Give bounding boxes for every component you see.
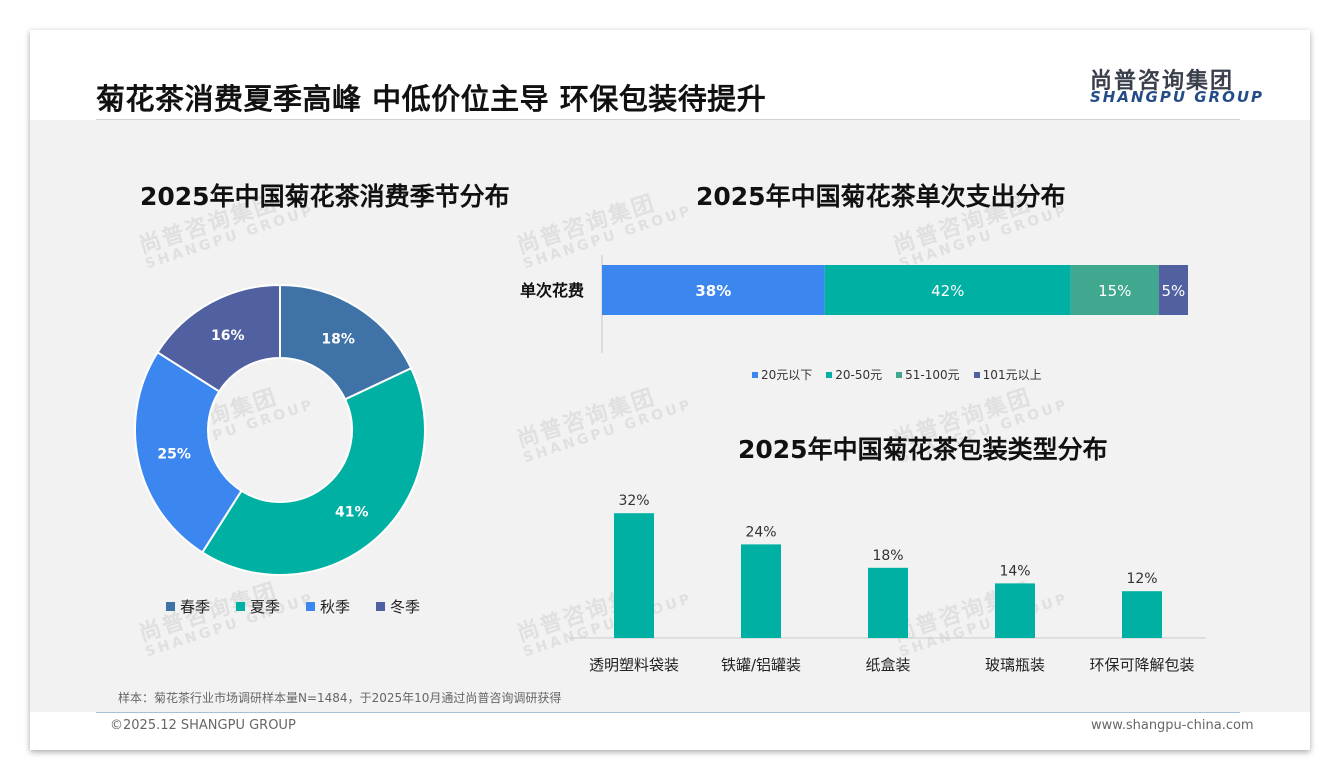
legend-label: 20-50元 (835, 368, 883, 382)
spend-chart-title: 2025年中国菊花茶单次支出分布 (696, 182, 1066, 211)
donut-slice (134, 350, 243, 554)
legend-label: 冬季 (390, 598, 421, 616)
package-bar-chart: 32% 透明塑料袋装 24% 铁罐/铝罐装 18% 纸盒装 14% 玻璃瓶装 12% 环保可降解包… (570, 493, 1206, 674)
donut-slice-label: 41% (335, 504, 369, 520)
source-note: 样本：菊花茶行业市场调研样本量N=1484，于2025年10月通过尚普咨询调研获… (118, 691, 562, 705)
legend-label: 20元以下 (761, 368, 813, 382)
legend-swatch (166, 602, 175, 611)
season-donut-chart: 18% 41% 25% 16% (134, 283, 426, 576)
page-title: 菊花茶消费夏季高峰 中低价位主导 环保包装待提升 (96, 82, 767, 116)
segment-label: 15% (1098, 282, 1131, 300)
legend-item: 春季 (166, 596, 210, 617)
segment-label: 5% (1161, 282, 1185, 300)
legend-swatch (752, 371, 758, 378)
bar-value-label: 18% (872, 548, 903, 564)
season-chart-title: 2025年中国菊花茶消费季节分布 (140, 182, 510, 211)
bar-category-label: 玻璃瓶装 (985, 656, 1045, 674)
bar-category-label: 纸盒装 (865, 656, 910, 674)
stacked-bar-segment (824, 265, 1071, 315)
logo-english: SHANGPU GROUP (1090, 88, 1265, 106)
legend-swatch (236, 602, 246, 611)
legend-swatch (896, 371, 903, 378)
legend-swatch (973, 371, 980, 378)
legend-item: 20元以下 (752, 366, 812, 383)
bar-value-label: 14% (999, 563, 1030, 579)
season-legend: 春季 夏季 秋季 冬季 (166, 596, 446, 617)
header-band (30, 30, 1310, 120)
bar (614, 513, 654, 638)
bar-value-label: 12% (1126, 571, 1157, 587)
logo-chinese: 尚普咨询集团 (1090, 69, 1235, 94)
spend-legend: 20元以下 20-50元 51-100元 101元以上 (752, 366, 1056, 383)
package-chart-title: 2025年中国菊花茶包装类型分布 (738, 435, 1108, 464)
legend-swatch (306, 602, 316, 611)
stacked-bar-segment (1158, 265, 1188, 315)
stacked-bar-segment (602, 265, 825, 315)
footer-band (30, 712, 1310, 750)
legend-item: 夏季 (236, 596, 280, 617)
donut-slice (156, 283, 281, 393)
slide-card: 菊花茶消费夏季高峰 中低价位主导 环保包装待提升 尚普咨询集团 SHANGPU … (30, 30, 1310, 750)
bar-category-label: 环保可降解包装 (1089, 656, 1194, 674)
legend-item: 20-50元 (826, 366, 882, 383)
footer-divider (96, 712, 1240, 713)
donut-slice (279, 283, 413, 401)
donut-slice-label: 18% (321, 331, 355, 347)
segment-label: 38% (695, 282, 731, 300)
legend-item: 101元以上 (973, 366, 1042, 383)
legend-swatch (826, 371, 833, 378)
bar-category-label: 透明塑料袋装 (589, 656, 679, 674)
legend-label: 101元以上 (982, 368, 1042, 382)
bar-value-label: 32% (618, 493, 649, 509)
copyright: ©2025.12 SHANGPU GROUP (110, 718, 296, 733)
legend-item: 冬季 (376, 596, 420, 617)
website-link[interactable]: www.shangpu-china.com (1091, 718, 1254, 733)
bar (741, 544, 781, 638)
legend-swatch (376, 602, 386, 611)
donut-slice (200, 366, 426, 576)
category-label: 单次花费 (520, 281, 584, 300)
spend-stacked-bar-chart: 单次花费 38% 42% 15% 5% (520, 255, 1188, 353)
donut-slice-label: 25% (157, 447, 191, 463)
bar (1122, 591, 1162, 638)
legend-label: 春季 (180, 598, 211, 616)
donut-slice-label: 16% (211, 328, 245, 344)
segment-label: 42% (931, 282, 964, 300)
bar (995, 583, 1035, 638)
bar (868, 567, 908, 638)
bar-category-label: 铁罐/铝罐装 (721, 656, 801, 674)
legend-label: 51-100元 (905, 368, 960, 382)
legend-label: 秋季 (320, 598, 351, 616)
bar-value-label: 24% (745, 524, 776, 540)
stacked-bar-segment (1070, 265, 1159, 315)
title-divider (96, 119, 1240, 120)
legend-item: 秋季 (306, 596, 350, 617)
legend-label: 夏季 (250, 598, 281, 616)
legend-item: 51-100元 (896, 366, 960, 383)
